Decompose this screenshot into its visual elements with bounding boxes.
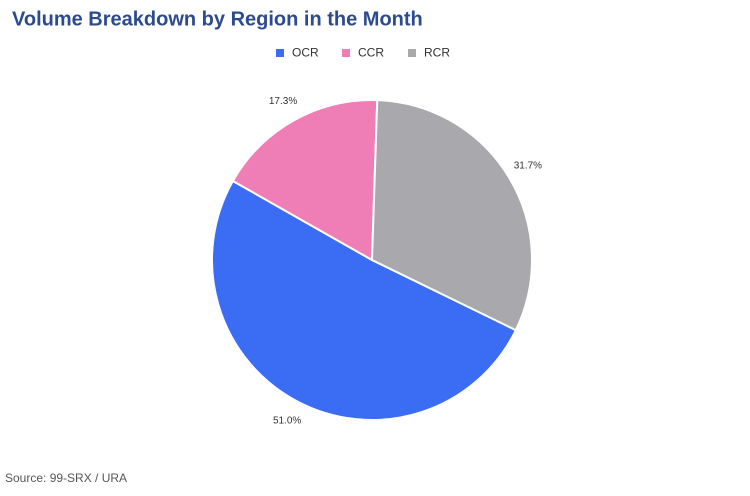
pie-slice [211, 179, 518, 422]
source: Source: 99-SRX / URA [5, 471, 127, 485]
legend-label[interactable]: CCR [358, 46, 384, 60]
data-label: 31.7% [514, 161, 542, 172]
legend-swatch [276, 49, 284, 57]
data-label: 51.0% [273, 416, 301, 427]
pie: 51.0% 17.3% 31.7% [211, 96, 542, 427]
legend-label[interactable]: RCR [424, 46, 450, 60]
legend: OCR CCR RCR [276, 46, 450, 60]
pie-slice [370, 99, 533, 332]
legend-swatch [408, 49, 416, 57]
chart-title: Volume Breakdown by Region in the Month [12, 8, 423, 30]
legend-swatch [342, 49, 350, 57]
pie-slice [231, 99, 379, 262]
legend-label[interactable]: OCR [292, 46, 319, 60]
data-label: 17.3% [269, 96, 297, 107]
